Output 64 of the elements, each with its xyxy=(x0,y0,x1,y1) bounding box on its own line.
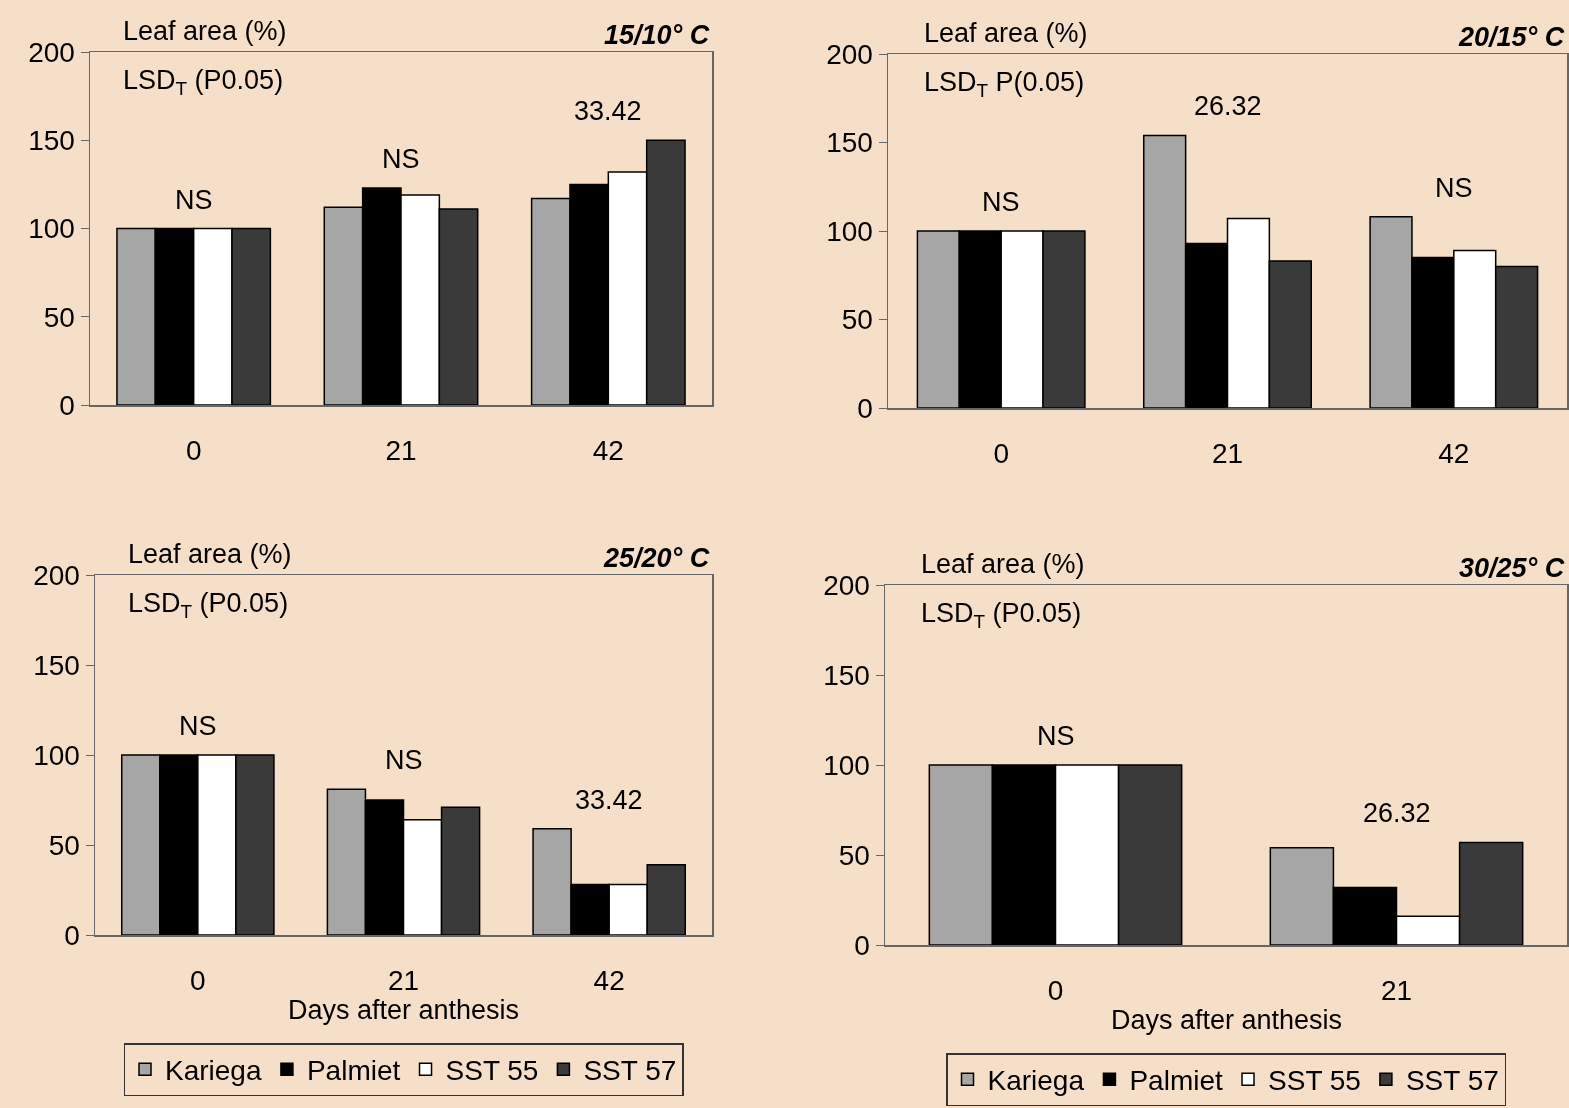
annotation: LSD$_{T}$ (P0.05) xyxy=(921,598,1082,632)
chart-title: 30/25° C xyxy=(1459,553,1565,583)
annotation: LSD$_{T}$ P(0.05) xyxy=(924,67,1085,101)
annotation: 33.42 xyxy=(575,785,643,815)
y-tick-label: 50 xyxy=(841,304,873,336)
y-tick-label: 150 xyxy=(826,127,873,159)
legend-label: SST 55 xyxy=(1268,1065,1361,1097)
annotation: NS xyxy=(385,745,423,775)
y-axis-title: Leaf area (%) xyxy=(924,18,1088,48)
y-tick-label: 150 xyxy=(33,649,80,681)
legend-label: SST 55 xyxy=(445,1055,539,1087)
annotation: 26.32 xyxy=(1363,798,1431,828)
y-tick-label: 200 xyxy=(823,569,870,601)
x-tick-label: 0 xyxy=(1047,975,1064,1007)
y-tick-label: 50 xyxy=(838,839,870,871)
legend-label: Palmiet xyxy=(306,1055,401,1087)
y-tick-label: 100 xyxy=(33,739,80,771)
annotation: NS xyxy=(175,185,213,215)
y-tick-label: 0 xyxy=(64,919,80,951)
legend-label: Kariega xyxy=(165,1055,262,1087)
x-tick-label: 21 xyxy=(1211,438,1244,470)
y-tick-label: 50 xyxy=(48,829,80,861)
y-tick-label: 0 xyxy=(854,929,870,961)
y-tick-label: 200 xyxy=(28,36,75,68)
y-axis-title: Leaf area (%) xyxy=(123,16,287,46)
y-tick-label: 100 xyxy=(826,215,873,247)
annotation: NS xyxy=(1435,173,1473,203)
x-tick-label: 0 xyxy=(185,435,202,467)
chart-title: 20/15° C xyxy=(1458,22,1565,52)
annotation: 33.42 xyxy=(574,96,642,126)
chart-title: 25/20° C xyxy=(603,543,710,573)
x-tick-label: 21 xyxy=(385,435,417,467)
x-tick-label: 0 xyxy=(190,965,206,997)
y-tick-label: 0 xyxy=(59,389,75,421)
y-tick-label: 100 xyxy=(823,749,870,781)
y-tick-label: 100 xyxy=(28,213,75,245)
legend-label: Palmiet xyxy=(1129,1065,1224,1097)
y-tick-label: 50 xyxy=(43,301,75,333)
x-tick-label: 42 xyxy=(593,965,625,997)
annotation: 26.32 xyxy=(1194,91,1262,121)
y-axis-title: Leaf area (%) xyxy=(921,549,1085,579)
annotation: LSD$_{T}$ (P0.05) xyxy=(128,588,289,622)
annotation: LSD$_{T}$ (P0.05) xyxy=(123,65,284,99)
legend-label: SST 57 xyxy=(1405,1065,1499,1097)
x-tick-label: 0 xyxy=(993,438,1009,470)
x-tick-label: 42 xyxy=(592,435,624,467)
y-tick-label: 200 xyxy=(826,38,873,70)
x-tick-label: 21 xyxy=(387,965,420,997)
y-tick-label: 150 xyxy=(28,125,75,157)
y-tick-label: 150 xyxy=(823,659,870,691)
y-tick-label: 0 xyxy=(857,392,873,424)
annotation: NS xyxy=(1037,721,1075,751)
x-axis-title: Days after anthesis xyxy=(1111,1005,1343,1035)
chart-title: 15/10° C xyxy=(604,20,710,50)
annotation: NS xyxy=(982,187,1020,217)
legend-label: Kariega xyxy=(987,1065,1085,1097)
x-tick-label: 42 xyxy=(1438,438,1470,470)
annotation: NS xyxy=(382,144,420,174)
legend-label: SST 57 xyxy=(583,1055,677,1087)
x-axis-title: Days after anthesis xyxy=(288,995,520,1025)
annotation: NS xyxy=(179,711,217,741)
y-axis-title: Leaf area (%) xyxy=(128,539,292,569)
x-tick-label: 21 xyxy=(1380,975,1413,1007)
y-tick-label: 200 xyxy=(33,559,80,591)
